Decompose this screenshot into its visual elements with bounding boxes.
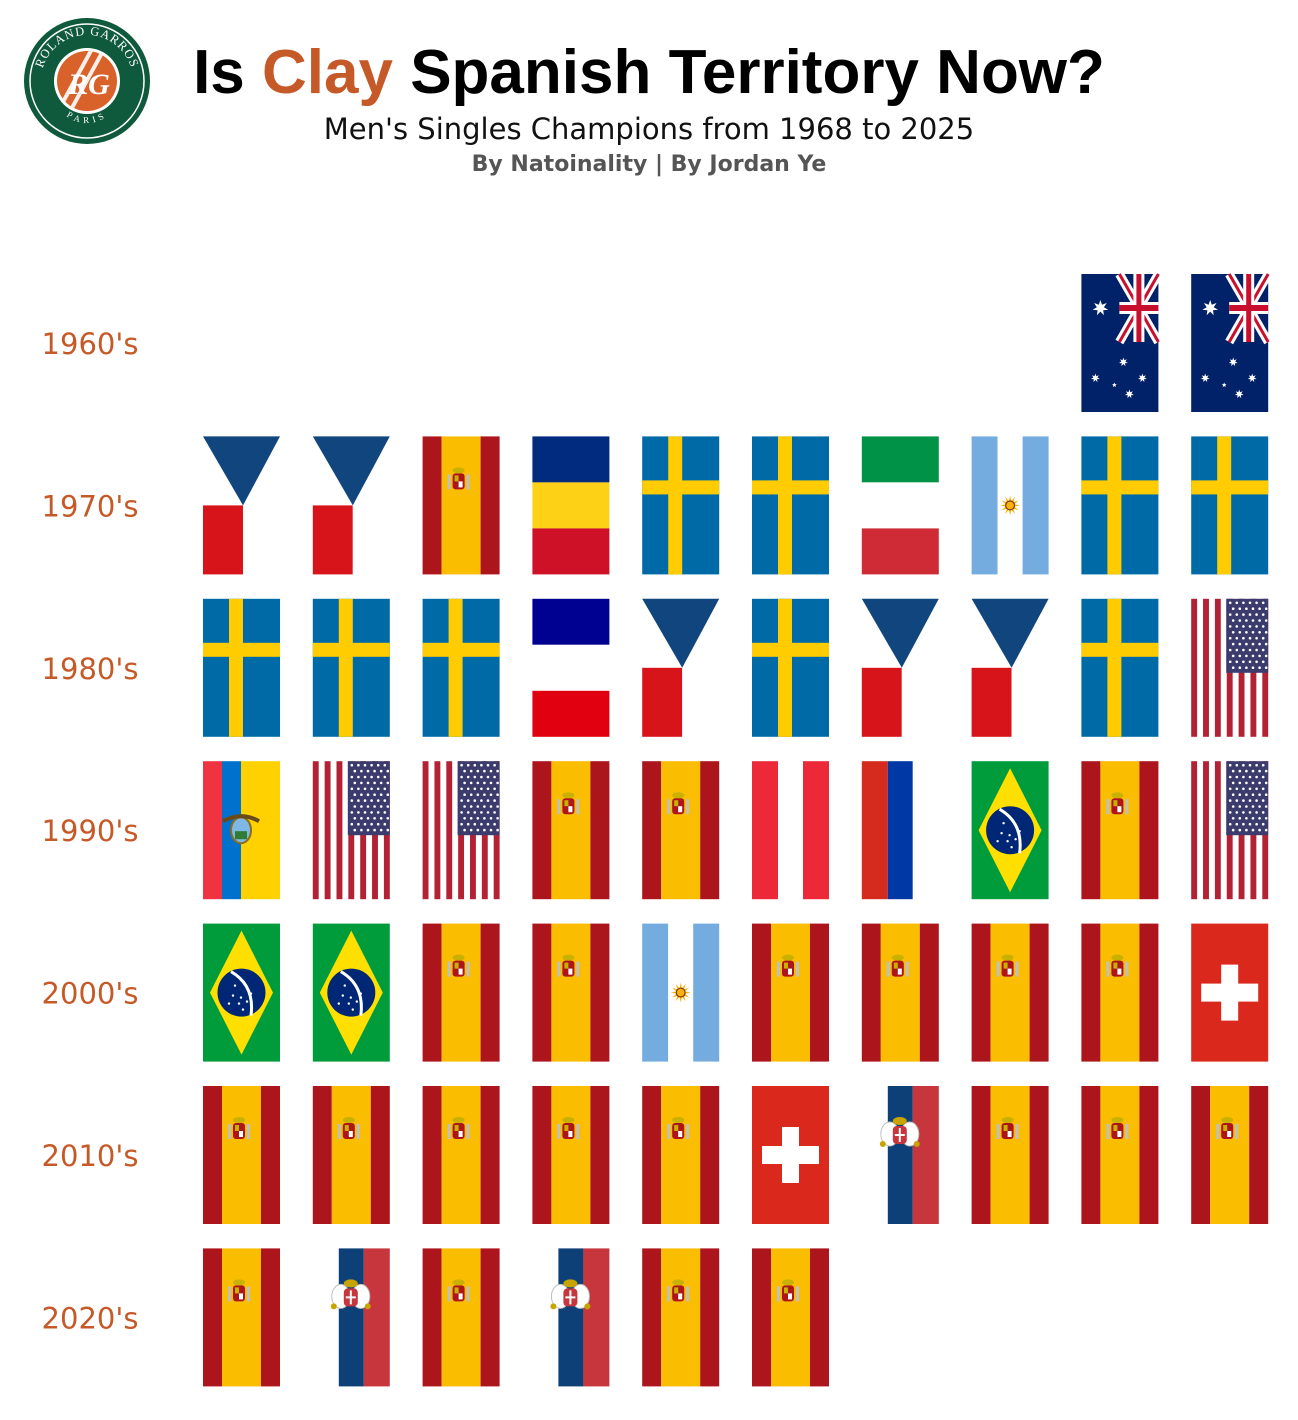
flag-sweden <box>752 436 829 575</box>
byline: By Natoinality | By Jordan Ye <box>471 152 827 177</box>
flag-sweden <box>312 598 390 737</box>
flag-usa <box>1191 761 1269 900</box>
flag-spain <box>971 1086 1049 1224</box>
flag-spain <box>1081 923 1159 1062</box>
flag-argentina <box>642 923 720 1062</box>
decade-label: 2010's <box>42 1139 139 1173</box>
flag-serbia <box>861 1086 939 1224</box>
flag-sweden <box>1191 436 1269 575</box>
flag-spain <box>532 923 610 1062</box>
flag-spain <box>203 1248 280 1387</box>
flag-spain <box>861 923 939 1062</box>
flag-czechia <box>203 436 280 575</box>
page-subtitle: Men's Singles Champions from 1968 to 202… <box>323 112 975 146</box>
flag-sweden <box>422 598 500 737</box>
page-title: Is Clay Spanish Territory Now? <box>0 38 1298 108</box>
flag-czechia <box>642 598 720 737</box>
flag-australia <box>1081 271 1163 412</box>
flag-spain <box>1081 1086 1159 1224</box>
flag-spain <box>422 923 500 1062</box>
flag-spain <box>752 1248 829 1387</box>
decade-label: 1960's <box>42 327 139 361</box>
flag-spain <box>642 761 720 900</box>
flag-italy <box>861 436 939 575</box>
flag-spain <box>422 1086 500 1224</box>
flag-switzerland <box>752 1086 829 1224</box>
flag-ecuador <box>203 761 280 900</box>
flag-serbia <box>532 1248 610 1387</box>
flag-spain <box>532 1086 610 1224</box>
flag-spain <box>203 1086 280 1224</box>
flag-czechia <box>861 598 939 737</box>
flag-argentina <box>971 436 1049 575</box>
logo-monogram: RG <box>67 68 110 101</box>
flag-brazil <box>203 923 280 1062</box>
flag-switzerland <box>1191 923 1269 1062</box>
title-suffix: Spanish Territory Now? <box>392 38 1105 107</box>
flag-australia <box>1191 271 1273 412</box>
flag-serbia <box>312 1248 390 1387</box>
flag-sweden <box>752 598 829 737</box>
flag-czechia <box>971 598 1049 737</box>
flag-czechia <box>312 436 390 575</box>
decade-label: 2000's <box>42 977 139 1011</box>
flag-france <box>532 598 610 737</box>
flag-russia <box>861 761 939 900</box>
flag-spain <box>642 1086 720 1224</box>
decade-label: 2020's <box>42 1301 139 1335</box>
flag-usa <box>422 761 500 900</box>
flag-usa <box>312 761 390 900</box>
decade-label: 1970's <box>42 489 139 523</box>
flag-spain <box>642 1248 720 1387</box>
flag-brazil <box>971 761 1049 900</box>
roland-garros-logo-icon: RG ROLAND GARROS PARIS <box>24 18 150 144</box>
flag-sweden <box>203 598 280 737</box>
decade-label: 1990's <box>42 814 139 848</box>
flag-sweden <box>1081 598 1159 737</box>
flag-sweden <box>642 436 720 575</box>
flag-brazil <box>312 923 390 1062</box>
title-prefix: Is <box>193 38 262 107</box>
title-accent: Clay <box>262 38 393 107</box>
flag-romania <box>532 436 610 575</box>
flag-spain <box>752 923 829 1062</box>
flag-usa <box>1191 598 1269 737</box>
flag-austria <box>752 761 829 900</box>
flag-spain <box>422 1248 500 1387</box>
flag-sweden <box>1081 436 1159 575</box>
decade-label: 1980's <box>42 652 139 686</box>
flag-spain <box>971 923 1049 1062</box>
flag-spain <box>532 761 610 900</box>
flag-spain <box>312 1086 390 1224</box>
flag-spain <box>1191 1086 1269 1224</box>
flag-spain <box>1081 761 1159 900</box>
flag-spain <box>422 436 500 575</box>
